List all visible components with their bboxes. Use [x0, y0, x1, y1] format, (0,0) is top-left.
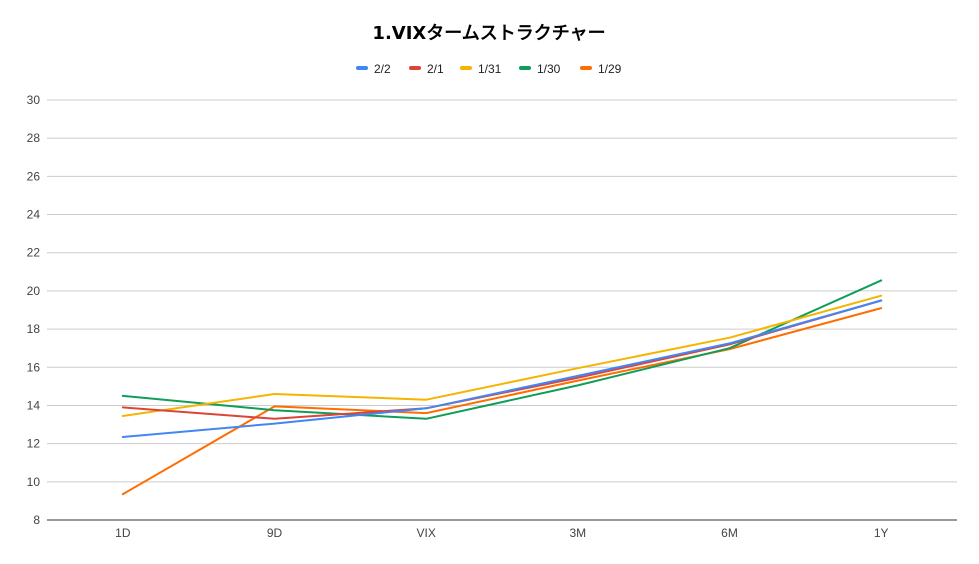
legend-swatch [460, 66, 472, 70]
series-line-2-2 [121, 299, 883, 438]
legend-label: 1/30 [537, 62, 561, 76]
series-line-2-1 [121, 299, 883, 420]
x-axis-ticks: 1D 9D VIX 3M 6M 1Y [115, 526, 888, 540]
y-tick-label: 22 [27, 246, 41, 260]
y-tick-label: 12 [27, 437, 41, 451]
x-tick-label: 6M [721, 526, 738, 540]
y-tick-label: 18 [27, 322, 41, 336]
x-tick-label: 1D [115, 526, 131, 540]
x-tick-label: 3M [569, 526, 586, 540]
y-tick-label: 20 [27, 284, 41, 298]
y-tick-label: 14 [27, 398, 41, 412]
y-tick-label: 10 [27, 475, 41, 489]
legend-swatch [580, 66, 592, 70]
series-lines [121, 279, 883, 496]
x-tick-label: VIX [416, 526, 435, 540]
y-tick-label: 8 [33, 513, 40, 527]
y-tick-label: 26 [27, 169, 41, 183]
y-tick-label: 28 [27, 131, 41, 145]
gridlines [47, 99, 957, 521]
legend-label: 2/1 [427, 62, 444, 76]
series-line-1-31 [121, 294, 883, 417]
legend-swatch [356, 66, 368, 70]
y-tick-label: 24 [27, 208, 41, 222]
series-line-1-30 [121, 279, 883, 420]
legend: 2/2 2/1 1/31 1/30 1/29 [356, 62, 622, 76]
chart-title: 1.VIXタームストラクチャー [372, 23, 605, 44]
legend-label: 1/31 [478, 62, 502, 76]
y-tick-label: 30 [27, 93, 41, 107]
legend-swatch [519, 66, 531, 70]
x-tick-label: 9D [267, 526, 283, 540]
legend-label: 2/2 [374, 62, 391, 76]
x-tick-label: 1Y [874, 526, 889, 540]
series-line-1-29 [121, 307, 883, 496]
y-tick-label: 16 [27, 360, 41, 374]
legend-label: 1/29 [598, 62, 622, 76]
y-axis-ticks: 8 10 12 14 16 18 20 22 24 26 28 30 [27, 93, 41, 527]
legend-swatch [409, 66, 421, 70]
